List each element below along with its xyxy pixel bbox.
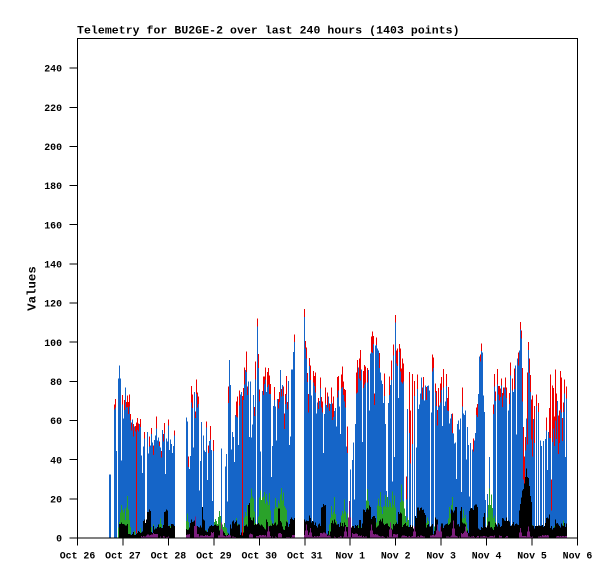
- svg-text:20: 20: [50, 494, 62, 505]
- svg-text:Nov 4: Nov 4: [472, 551, 502, 562]
- svg-text:140: 140: [44, 260, 62, 271]
- svg-text:Telemetry for BU2GE-2 over las: Telemetry for BU2GE-2 over last 240 hour…: [77, 25, 460, 38]
- svg-text:120: 120: [44, 299, 62, 310]
- svg-text:0: 0: [56, 534, 62, 545]
- svg-text:180: 180: [44, 181, 62, 192]
- svg-text:80: 80: [50, 377, 62, 388]
- svg-text:Values: Values: [26, 266, 40, 311]
- svg-text:Nov 5: Nov 5: [517, 551, 547, 562]
- svg-text:160: 160: [44, 220, 62, 231]
- svg-text:Oct 27: Oct 27: [105, 551, 141, 562]
- svg-text:220: 220: [44, 103, 62, 114]
- svg-text:100: 100: [44, 338, 62, 349]
- svg-text:Nov 6: Nov 6: [563, 551, 593, 562]
- svg-text:Oct 26: Oct 26: [60, 551, 96, 562]
- svg-text:240: 240: [44, 64, 62, 75]
- svg-text:Nov 2: Nov 2: [381, 551, 411, 562]
- svg-text:Oct 29: Oct 29: [196, 551, 232, 562]
- svg-text:Oct 30: Oct 30: [242, 551, 278, 562]
- svg-text:40: 40: [50, 455, 62, 466]
- svg-text:60: 60: [50, 416, 62, 427]
- svg-text:Oct 28: Oct 28: [151, 551, 187, 562]
- svg-text:Oct 31: Oct 31: [287, 551, 323, 562]
- svg-text:200: 200: [44, 142, 62, 153]
- svg-text:Nov 1: Nov 1: [335, 551, 365, 562]
- svg-text:Nov 3: Nov 3: [426, 551, 456, 562]
